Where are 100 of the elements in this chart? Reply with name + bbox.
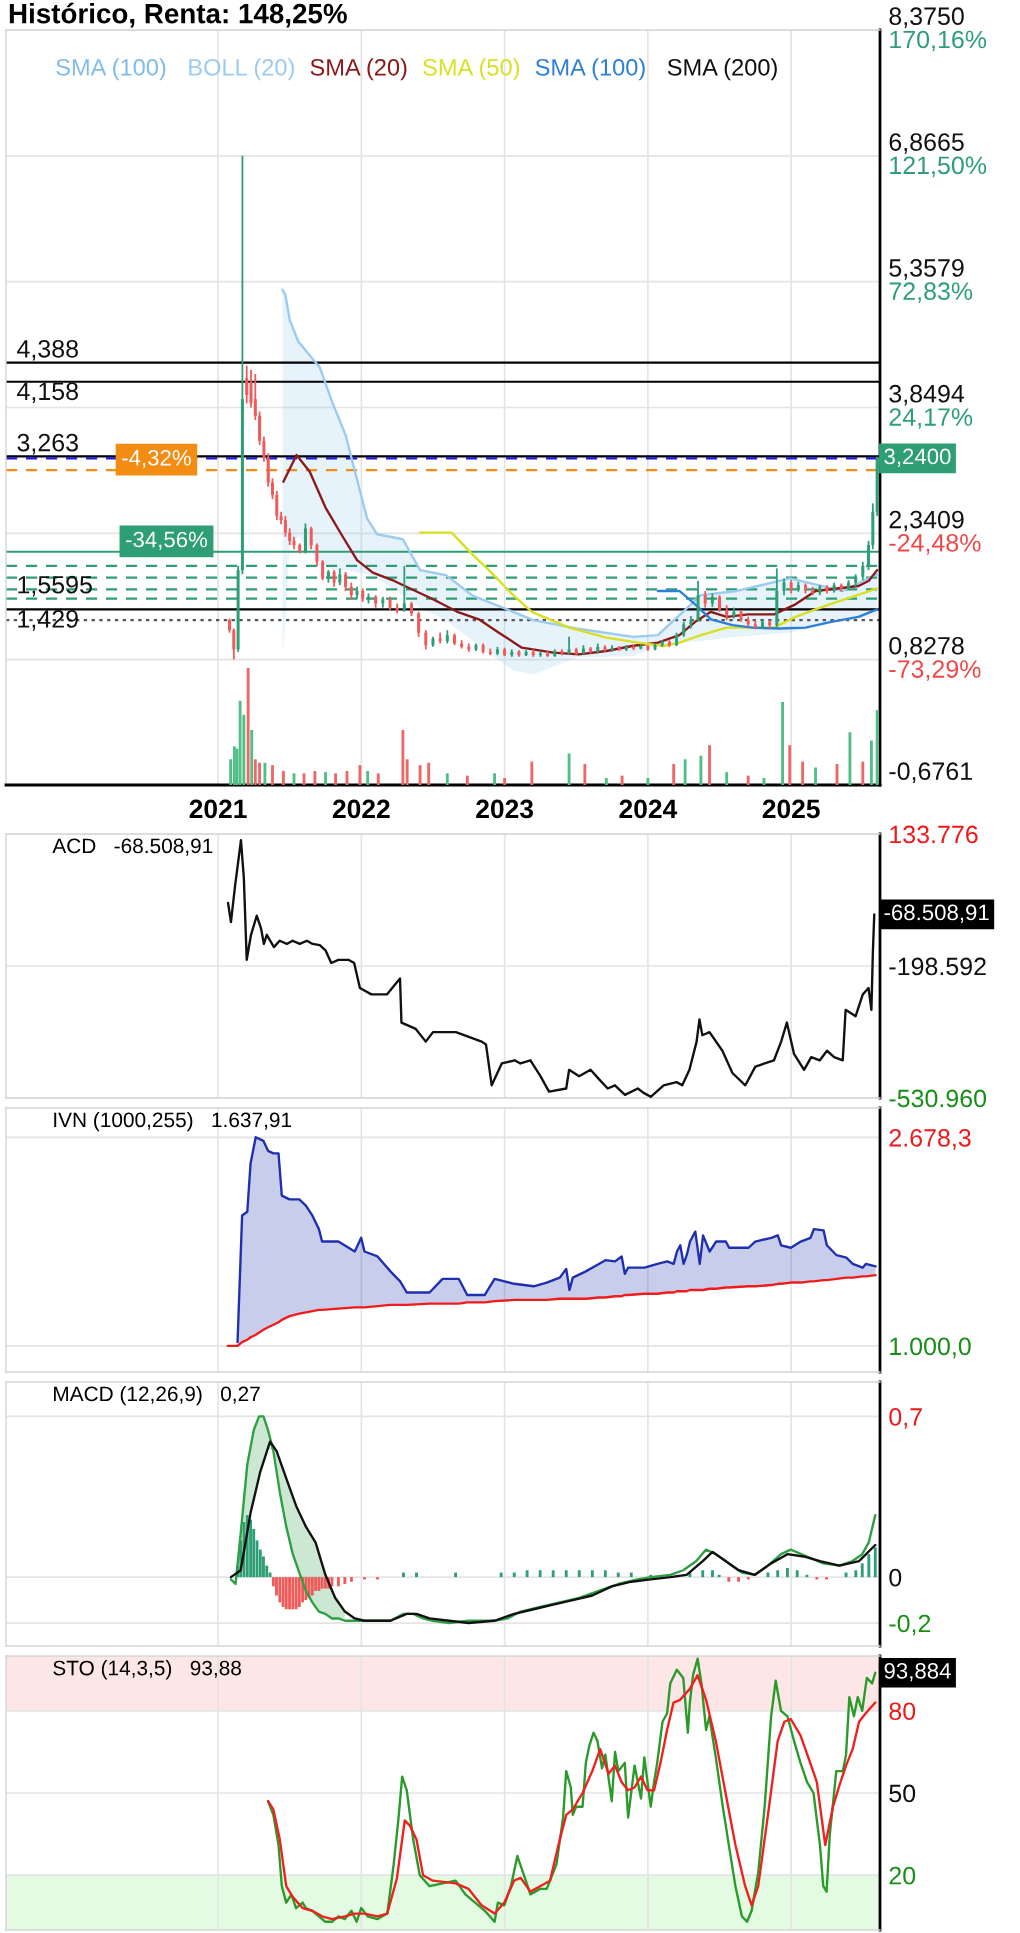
annotation: -68.508,91 <box>884 904 989 923</box>
y-tick-label: 0,7 <box>889 1408 922 1429</box>
bar <box>795 1570 799 1578</box>
bar <box>263 762 267 785</box>
text: BOLL (20) <box>189 58 294 81</box>
bar <box>725 772 729 785</box>
bar <box>776 1570 780 1578</box>
bar <box>294 1577 298 1610</box>
bar <box>288 1577 291 1610</box>
bar <box>746 775 750 785</box>
y-tick-label: 1.000,0 <box>890 1337 971 1359</box>
ref-line-label: 1,429 <box>18 610 78 631</box>
bar <box>334 773 337 785</box>
bar <box>860 1563 864 1578</box>
y-tick-label: 6,8665 <box>889 133 964 154</box>
bar <box>445 773 449 785</box>
bar <box>727 1577 731 1582</box>
bar <box>801 761 805 785</box>
x-tick-label: 2021 <box>189 799 247 819</box>
y2-tick-label: 24,17% <box>889 408 973 429</box>
bar <box>616 1572 620 1578</box>
bar <box>313 770 317 785</box>
y-tick-label: -0,6761 <box>889 762 972 784</box>
y2-tick-label: 121,50% <box>890 156 987 178</box>
bar <box>861 761 865 785</box>
text: SMA (20) <box>310 58 407 81</box>
bar <box>278 1577 282 1603</box>
bar <box>317 1577 321 1591</box>
annotation: SMA (100) <box>56 58 166 81</box>
bar <box>465 775 469 785</box>
line-series <box>226 1273 877 1348</box>
bar <box>583 763 587 785</box>
bar <box>814 767 817 785</box>
bar <box>512 1572 516 1578</box>
y-tick-label: 8,3750 <box>889 7 964 29</box>
bar <box>284 1577 288 1610</box>
bar <box>708 745 711 785</box>
bar <box>291 1577 295 1610</box>
bar <box>564 1570 568 1578</box>
y2-tick-label: -24,48% <box>889 533 981 555</box>
annotation: SMA (200) <box>667 58 777 81</box>
chart-title: STO (14,3,5) 93,88 <box>53 1660 241 1680</box>
bar <box>577 1570 581 1578</box>
bar <box>737 1577 741 1582</box>
bar <box>238 700 242 785</box>
bar <box>271 765 274 785</box>
bar <box>538 1570 542 1578</box>
y-tick-label: 5,3579 <box>889 259 964 280</box>
y-tick-label: 80 <box>889 1702 916 1721</box>
bar <box>336 1577 340 1587</box>
bar <box>418 765 422 785</box>
bar <box>672 763 676 785</box>
bar <box>869 740 873 785</box>
y-tick-label: -530.960 <box>889 1089 987 1108</box>
bar <box>415 1572 418 1578</box>
bar <box>314 1577 318 1591</box>
bar <box>786 1567 789 1578</box>
y-tick-label: -0,2 <box>889 1614 931 1636</box>
bar <box>873 1547 877 1578</box>
bar <box>493 773 497 785</box>
y-tick-label: 50 <box>889 1784 916 1803</box>
bar <box>503 777 507 785</box>
bar <box>366 770 370 785</box>
chart-title: MACD (12,26,9) 0,27 <box>54 1385 260 1406</box>
bar <box>551 1570 555 1578</box>
chart-title: Histórico, Renta: 148,25% <box>9 2 347 28</box>
y-tick-label: 3,8494 <box>889 384 965 406</box>
y-tick-label: 2.678,3 <box>889 1129 971 1150</box>
y-tick-label: 0 <box>889 1568 902 1587</box>
ref-line-label: 4,388 <box>17 339 78 361</box>
bar <box>258 762 262 785</box>
bar <box>297 1577 301 1607</box>
text: SMA (50) <box>423 58 520 81</box>
bar <box>646 777 650 785</box>
y-tick-label: 133.776 <box>890 825 978 844</box>
bar <box>281 770 285 785</box>
line-series <box>226 839 876 1098</box>
bar <box>454 1572 458 1578</box>
annotation: -34,56% <box>126 531 208 550</box>
bar <box>350 1577 353 1582</box>
chart-title: ACD -68.508,91 <box>52 838 213 856</box>
bar <box>402 1572 405 1578</box>
y-tick-label: 20 <box>889 1866 916 1885</box>
bar <box>281 1577 285 1607</box>
y-tick-label: -198.592 <box>889 957 986 976</box>
bar <box>875 710 879 785</box>
y-tick-label: 0,8278 <box>889 636 964 658</box>
bar <box>253 759 257 785</box>
bar <box>499 1572 503 1578</box>
bar <box>629 1572 633 1578</box>
bar <box>376 773 380 785</box>
bar <box>358 765 362 785</box>
annotation: 3,2400 <box>884 448 951 467</box>
text: SMA (100) <box>535 58 645 81</box>
bar <box>603 1570 607 1578</box>
bar <box>781 701 784 785</box>
bar <box>590 1570 594 1578</box>
annotation: 93,884 <box>884 1662 951 1682</box>
bar <box>867 1554 871 1578</box>
x-tick-label: 2022 <box>332 799 390 819</box>
